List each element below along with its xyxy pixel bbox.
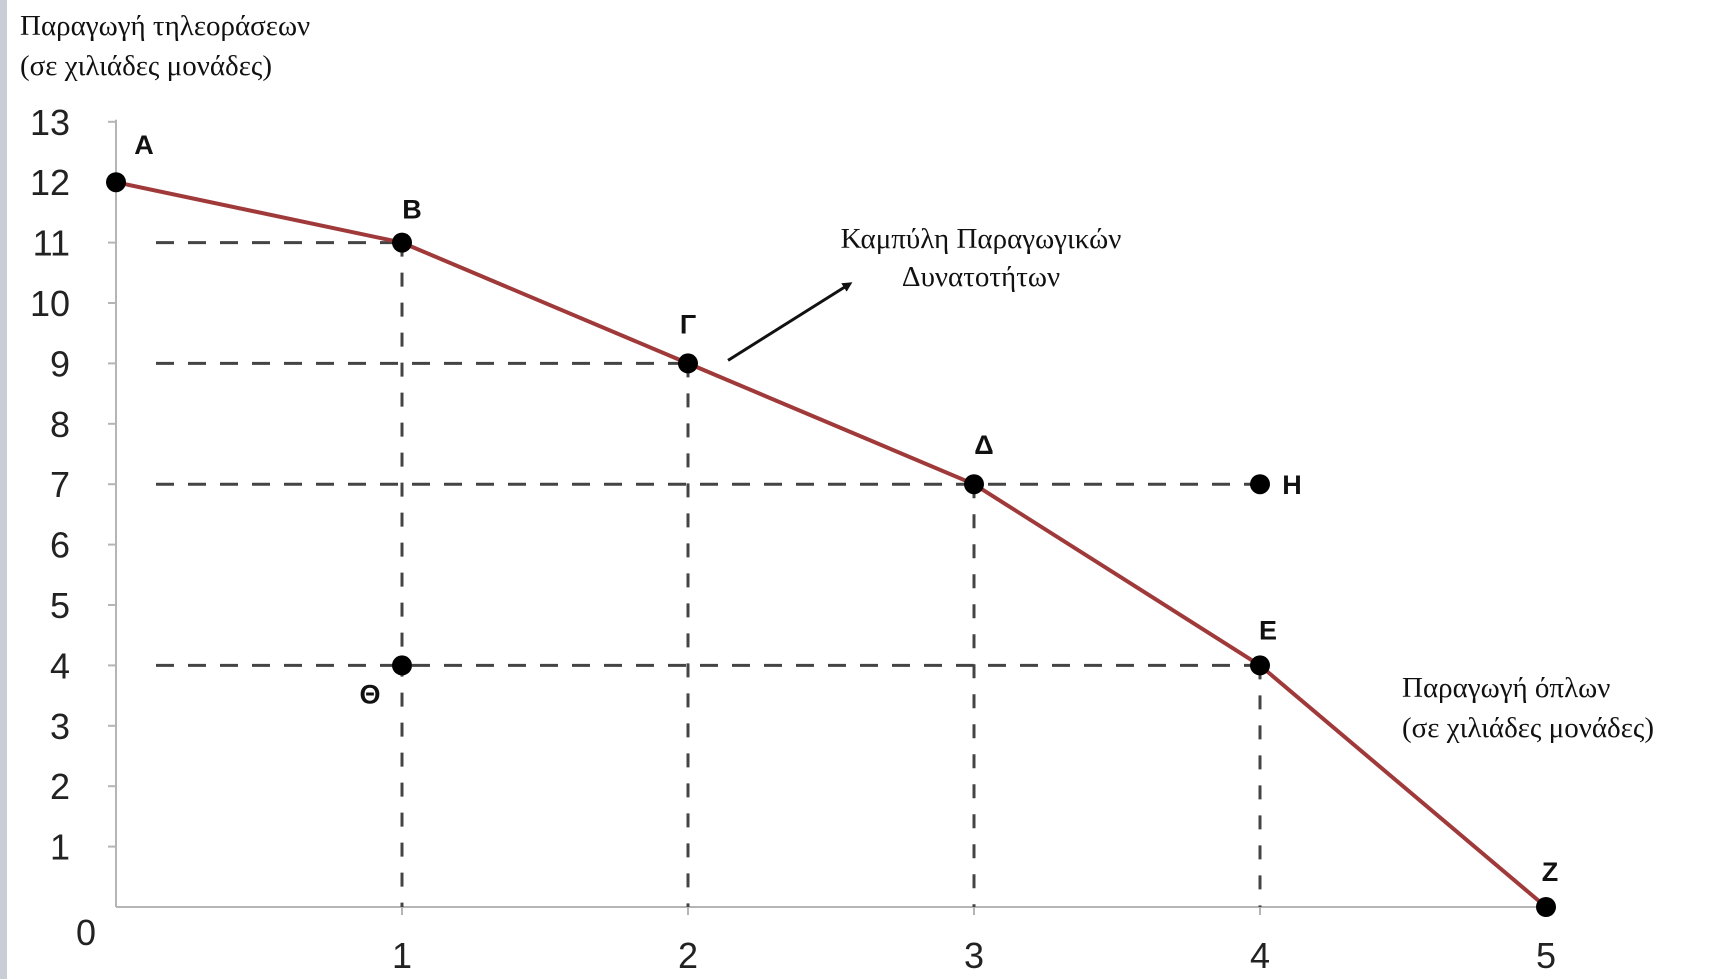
point-Γ	[678, 353, 698, 374]
y-axis-label: Παραγωγή τηλεοράσεων (σε χιλιάδες μονάδε…	[20, 6, 310, 86]
point-Η	[1250, 474, 1270, 495]
y-tick-label: 11	[33, 223, 70, 264]
x-tick-label: 2	[678, 935, 698, 976]
y-tick-label: 9	[50, 343, 70, 384]
point-label: Θ	[359, 679, 380, 709]
annotation-arrow	[727, 282, 853, 362]
x-axis-label-line-1: Παραγωγή όπλων	[1402, 672, 1611, 704]
curve-annotation-line-2: Δυνατοτήτων	[901, 261, 1061, 293]
origin-label: 0	[76, 912, 96, 953]
y-tick-label: 3	[50, 706, 70, 747]
y-tick-label: 2	[50, 766, 70, 807]
point-label: Η	[1282, 470, 1302, 500]
curve-annotation-line-1: Καμπύλη Παραγωγικών	[840, 223, 1122, 255]
y-axis-label-line-1: Παραγωγή τηλεοράσεων	[20, 10, 311, 42]
y-tick-label: 7	[50, 464, 70, 505]
x-axis-label: Παραγωγή όπλων (σε χιλιάδες μονάδες)	[1402, 668, 1654, 748]
point-Α	[106, 172, 126, 193]
x-tick-label: 3	[964, 935, 984, 976]
y-tick-label: 5	[50, 585, 70, 626]
x-tick-label: 4	[1250, 935, 1270, 976]
point-label: Ε	[1259, 615, 1277, 645]
ppf-curve	[115, 180, 1548, 909]
point-label: Ζ	[1542, 857, 1559, 887]
point-Θ	[392, 655, 412, 676]
y-tick-label: 6	[50, 525, 70, 566]
curve-annotation: Καμπύλη Παραγωγικών Δυνατοτήτων	[816, 220, 1146, 296]
left-border	[0, 0, 7, 979]
x-tick-label: 1	[392, 935, 412, 976]
point-Ζ	[1536, 897, 1556, 917]
y-tick-label: 10	[30, 283, 70, 324]
y-tick-label: 4	[50, 645, 70, 686]
x-axis-label-line-2: (σε χιλιάδες μονάδες)	[1402, 712, 1655, 744]
x-tick-label: 5	[1536, 935, 1556, 976]
point-Ε	[1250, 655, 1270, 676]
point-label: Β	[402, 195, 422, 225]
y-tick-label: 13	[30, 102, 70, 143]
y-axis-label-line-2: (σε χιλιάδες μονάδες)	[20, 50, 273, 82]
point-Β	[392, 232, 412, 253]
y-tick-label: 8	[50, 404, 70, 445]
point-label: Γ	[680, 309, 696, 339]
point-label: Δ	[974, 430, 993, 460]
point-Δ	[964, 474, 984, 495]
y-tick-label: 12	[30, 162, 70, 203]
point-label: Α	[134, 130, 154, 160]
y-tick-label: 1	[50, 827, 70, 868]
